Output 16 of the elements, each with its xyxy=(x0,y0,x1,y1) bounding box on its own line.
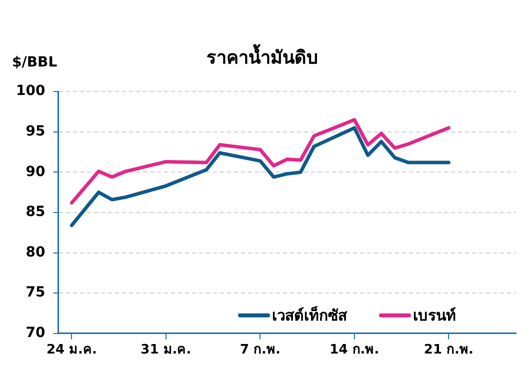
y-tick-label: 95 xyxy=(26,124,46,140)
y-axis-title: $/BBL xyxy=(12,54,58,71)
y-tick-label: 100 xyxy=(16,83,46,100)
y-tick-label: 90 xyxy=(26,164,46,180)
x-tick-label: 21 ก.พ. xyxy=(424,342,474,358)
y-tick-label: 85 xyxy=(26,204,46,220)
x-tick-label: 31 ม.ค. xyxy=(140,342,192,358)
y-tick-label: 75 xyxy=(26,284,46,301)
x-tick-label: 24 ม.ค. xyxy=(46,342,97,358)
legend-label: เบรนท์ xyxy=(413,306,456,324)
legend-label: เวสต์เท็กซัส xyxy=(272,305,348,324)
x-tick-label: 14 ก.พ. xyxy=(330,342,380,358)
x-tick-label: 7 ก.พ. xyxy=(240,342,280,358)
y-tick-label: 80 xyxy=(26,244,46,260)
y-tick-label: 70 xyxy=(26,325,46,342)
chart-title: ราคาน้ำมันดิบ xyxy=(206,43,318,68)
